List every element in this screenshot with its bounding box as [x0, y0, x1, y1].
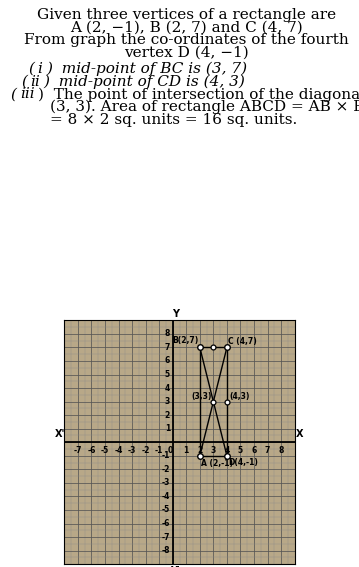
Text: -6: -6: [87, 446, 95, 455]
Text: -4: -4: [115, 446, 123, 455]
Text: -8: -8: [162, 546, 170, 555]
Text: 4: 4: [165, 384, 170, 392]
Text: -2: -2: [141, 446, 150, 455]
Text: )  The point of intersection of the diagonals: ) The point of intersection of the diago…: [38, 87, 359, 101]
Text: -1: -1: [162, 451, 170, 460]
Text: 8: 8: [165, 329, 170, 338]
Text: i: i: [38, 62, 43, 76]
Text: 2: 2: [165, 411, 170, 420]
Text: 6: 6: [165, 357, 170, 366]
Text: (: (: [22, 75, 28, 88]
Text: C (4,7): C (4,7): [228, 337, 257, 346]
Text: -3: -3: [162, 479, 170, 488]
Text: 1: 1: [184, 446, 189, 455]
Text: )  mid-point of CD is (4, 3): ) mid-point of CD is (4, 3): [43, 75, 245, 89]
Text: 7: 7: [265, 446, 270, 455]
Text: -7: -7: [162, 532, 170, 541]
Text: iii: iii: [20, 87, 34, 101]
Text: -2: -2: [162, 465, 170, 474]
Text: (: (: [29, 62, 35, 76]
Text: X': X': [55, 429, 65, 439]
Text: 4: 4: [224, 446, 229, 455]
Text: 1: 1: [165, 424, 170, 433]
Text: 8: 8: [278, 446, 284, 455]
Text: -5: -5: [101, 446, 109, 455]
Text: -7: -7: [74, 446, 82, 455]
Text: 2: 2: [197, 446, 202, 455]
Text: 0: 0: [168, 446, 173, 455]
Text: Y: Y: [172, 309, 179, 319]
Text: -1: -1: [155, 446, 163, 455]
Text: A (2,-1): A (2,-1): [201, 459, 233, 468]
Text: 6: 6: [251, 446, 257, 455]
Text: D(4,-1): D(4,-1): [228, 458, 258, 467]
Text: -6: -6: [162, 519, 170, 528]
Text: B(2,7): B(2,7): [172, 336, 199, 345]
Text: 5: 5: [165, 370, 170, 379]
Text: (4,3): (4,3): [229, 392, 249, 401]
Text: -4: -4: [162, 492, 170, 501]
Text: 3: 3: [165, 397, 170, 406]
Text: From graph the co-ordinates of the fourth: From graph the co-ordinates of the fourt…: [24, 33, 349, 47]
Text: -3: -3: [128, 446, 136, 455]
Text: ii: ii: [31, 75, 40, 88]
Text: X: X: [295, 429, 303, 439]
Text: -5: -5: [162, 506, 170, 514]
Text: )  mid-point of BC is (3, 7): ) mid-point of BC is (3, 7): [47, 62, 248, 77]
Text: (3,3): (3,3): [191, 392, 211, 401]
Text: vertex D (4, −1): vertex D (4, −1): [124, 46, 249, 60]
Text: 7: 7: [165, 343, 170, 352]
Text: (: (: [11, 87, 17, 101]
Text: (3, 3). Area of rectangle ABCD = AB × BC: (3, 3). Area of rectangle ABCD = AB × BC: [50, 100, 359, 115]
Text: 5: 5: [238, 446, 243, 455]
Text: Given three vertices of a rectangle are: Given three vertices of a rectangle are: [37, 8, 336, 22]
Text: A (2, −1), B (2, 7) and C (4, 7): A (2, −1), B (2, 7) and C (4, 7): [70, 20, 303, 35]
Text: Y': Y': [171, 565, 180, 567]
Text: 3: 3: [211, 446, 216, 455]
Text: = 8 × 2 sq. units = 16 sq. units.: = 8 × 2 sq. units = 16 sq. units.: [50, 113, 298, 126]
